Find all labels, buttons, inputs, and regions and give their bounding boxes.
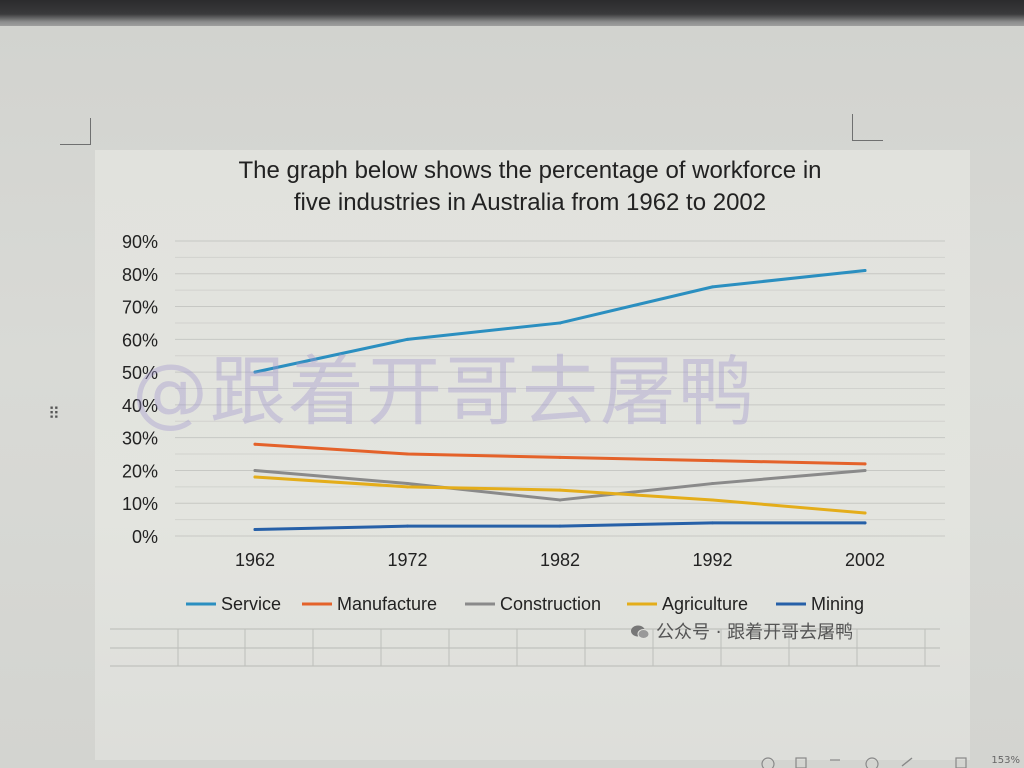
x-axis-ticks: 1962 1972 1982 1992 2002: [235, 550, 885, 570]
data-point-mining: [253, 527, 257, 531]
data-point-agriculture: [406, 485, 409, 489]
legend-label: Manufacture: [337, 594, 437, 614]
y-tick-label: 10%: [122, 494, 158, 514]
data-point-service: [711, 285, 714, 289]
x-tick-label: 1972: [387, 550, 427, 570]
data-point-agriculture: [253, 475, 257, 479]
pen-icon[interactable]: [901, 757, 913, 767]
data-point-construction: [558, 498, 562, 502]
wechat-icon: [631, 625, 650, 639]
y-tick-label: 90%: [122, 232, 158, 252]
data-point-manufacture: [253, 442, 257, 446]
data-point-agriculture: [863, 511, 867, 515]
data-point-manufacture: [863, 462, 867, 466]
y-tick-label: 70%: [122, 298, 158, 318]
x-tick-label: 1992: [692, 550, 732, 570]
watermark: @跟着开哥去屠鸭: [132, 347, 756, 436]
footer-credit: 公众号 · 跟着开哥去屠鸭: [630, 618, 853, 644]
y-tick-label: 30%: [122, 429, 158, 449]
legend-label: Service: [221, 594, 281, 614]
y-tick-label: 20%: [122, 461, 158, 481]
y-tick-label: 0%: [132, 527, 158, 547]
x-tick-label: 1982: [540, 550, 580, 570]
crop-mark-left: [60, 118, 91, 145]
page-icon[interactable]: [795, 757, 807, 768]
data-point-construction: [863, 468, 867, 472]
data-point-agriculture: [711, 498, 714, 502]
chart-title-line: five industries in Australia from 1962 t…: [294, 189, 766, 216]
data-point-mining: [406, 524, 409, 528]
data-point-agriculture: [558, 488, 562, 492]
x-tick-label: 2002: [845, 550, 885, 570]
series-line-construction: [253, 468, 867, 502]
data-point-manufacture: [406, 452, 409, 456]
document-page: [95, 150, 970, 760]
chart-title-line: The graph below shows the percentage of …: [239, 157, 822, 184]
taskbar-icons: [761, 757, 967, 768]
data-point-service: [253, 370, 257, 374]
data-point-manufacture: [558, 455, 562, 459]
fit-icon[interactable]: [955, 757, 967, 768]
y-tick-label: 60%: [122, 330, 158, 350]
data-point-mining: [558, 524, 562, 528]
y-tick-label: 80%: [122, 265, 158, 285]
zoom-readout: 153%: [991, 755, 1020, 766]
data-point-construction: [711, 482, 714, 486]
series-lines: [253, 269, 867, 531]
series-line-agriculture: [253, 475, 867, 515]
drag-handle-icon[interactable]: ⠿: [48, 404, 60, 423]
globe-icon[interactable]: [865, 757, 879, 768]
data-point-service: [558, 321, 562, 325]
x-tick-label: 1962: [235, 550, 275, 570]
data-point-manufacture: [711, 459, 714, 463]
table-grid-lines: [110, 628, 940, 667]
data-point-construction: [406, 482, 409, 486]
legend: Service Manufacture Construction Agricultur…: [186, 594, 864, 614]
chart-title: The graph below shows the percentage of …: [239, 157, 822, 216]
legend-label: Agriculture: [662, 594, 748, 614]
circle-icon[interactable]: [761, 757, 775, 768]
y-tick-label: 40%: [122, 396, 158, 416]
data-point-service: [863, 269, 867, 272]
data-point-construction: [253, 468, 257, 472]
y-axis-ticks: 90% 80% 70% 60% 50% 40% 30% 20% 10% 0%: [122, 232, 158, 547]
crop-mark-right: [852, 114, 883, 141]
footer-credit-text: 公众号 · 跟着开哥去屠鸭: [656, 622, 854, 643]
data-point-mining: [711, 521, 714, 525]
data-point-mining: [863, 521, 867, 525]
data-point-service: [406, 337, 409, 341]
legend-label: Construction: [500, 594, 601, 614]
y-tick-label: 50%: [122, 363, 158, 383]
legend-label: Mining: [811, 594, 864, 614]
